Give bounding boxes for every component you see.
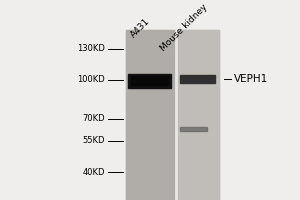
Text: 40KD: 40KD [82, 168, 105, 177]
Text: VEPH1: VEPH1 [234, 74, 268, 84]
Bar [180, 75, 214, 83]
Text: 100KD: 100KD [77, 75, 105, 84]
Bar [126, 30, 174, 200]
Text: 55KD: 55KD [82, 136, 105, 145]
Bar [130, 76, 168, 85]
Bar [180, 127, 207, 131]
Text: A431: A431 [129, 16, 152, 39]
Text: 70KD: 70KD [82, 114, 105, 123]
Text: Mouse kidney: Mouse kidney [159, 3, 210, 53]
Bar [128, 74, 171, 88]
Bar [126, 30, 219, 200]
Text: 130KD: 130KD [77, 44, 105, 53]
Bar [177, 30, 219, 200]
